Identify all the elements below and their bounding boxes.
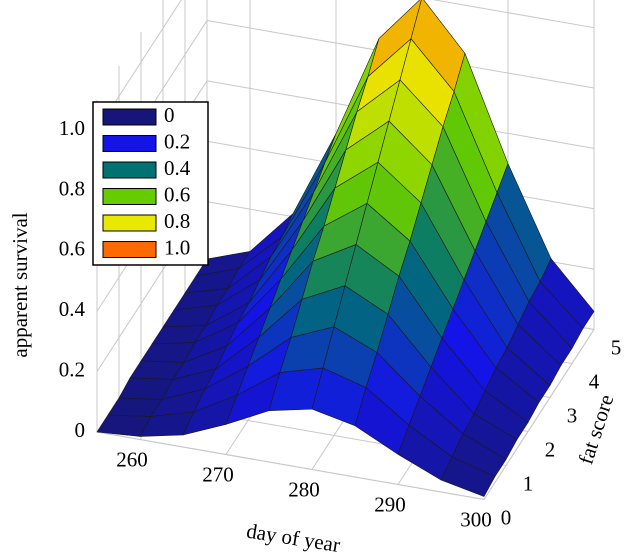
- z-tick-label: 0.6: [59, 237, 85, 261]
- z-tick-label: 0.4: [59, 297, 86, 321]
- y-tick-label: 0: [501, 505, 512, 529]
- z-tick-label: 0.2: [59, 357, 85, 381]
- y-tick-label: 1: [523, 471, 534, 495]
- z-tick-label: 1.0: [59, 116, 85, 140]
- legend-swatch: [102, 188, 157, 205]
- legend-label: 0.6: [164, 182, 190, 206]
- legend: 00.2 0.40.6 0.81.0: [92, 101, 209, 266]
- z-tick-label: 0.8: [59, 176, 85, 200]
- legend-swatch: [102, 135, 157, 152]
- surface-patch: [440, 456, 496, 497]
- legend-swatch: [102, 108, 157, 126]
- grid-line: [96, 431, 485, 500]
- legend-swatch: [102, 214, 157, 232]
- legend-swatch: [102, 241, 157, 258]
- x-axis-title: day of year: [245, 519, 342, 557]
- legend-label: 0.8: [164, 209, 190, 233]
- y-axis-title: fat score: [573, 392, 618, 468]
- x-tick-label: 270: [202, 462, 234, 486]
- grid-line: [432, 0, 595, 29]
- x-tick-label: 280: [288, 477, 320, 501]
- x-tick-label: 300: [460, 507, 492, 531]
- legend-label: 1.0: [164, 235, 190, 259]
- grid-line: [483, 329, 595, 500]
- z-axis-title: apparent survival: [8, 212, 32, 357]
- y-tick-label: 5: [611, 335, 622, 359]
- x-tick-label: 290: [374, 492, 406, 516]
- legend-label: 0.4: [164, 156, 191, 180]
- legend-swatch: [102, 161, 157, 179]
- y-tick-label: 2: [545, 437, 556, 461]
- surface: [96, 0, 595, 497]
- y-tick-label: 4: [589, 369, 600, 393]
- x-tick-label: 260: [116, 447, 148, 471]
- legend-label: 0.2: [164, 129, 190, 153]
- legend-box: [92, 101, 209, 266]
- y-tick-label: 3: [567, 403, 578, 427]
- z-tick-label: 0: [75, 418, 86, 442]
- legend-label: 0: [164, 103, 175, 127]
